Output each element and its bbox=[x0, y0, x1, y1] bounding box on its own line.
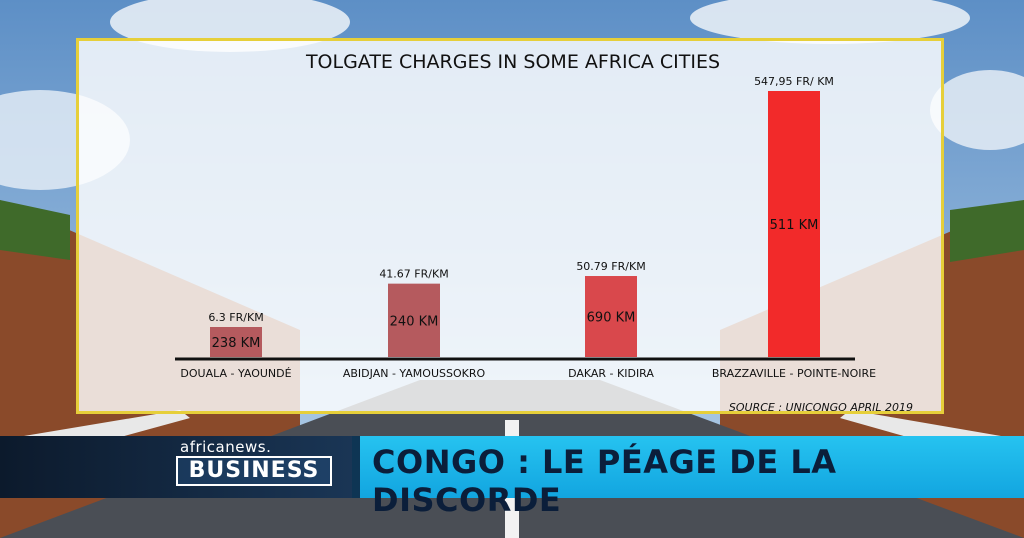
lower-third-cyan bbox=[360, 436, 1024, 498]
value-label-2: 50.79 FR/KM bbox=[576, 260, 645, 273]
business-badge: BUSINESS bbox=[176, 456, 332, 486]
bar-0 bbox=[210, 327, 262, 357]
bar-3 bbox=[768, 91, 820, 357]
lower-third-dark bbox=[0, 436, 360, 498]
category-label-2: DAKAR - KIDIRA bbox=[568, 367, 654, 380]
africanews-logo: africanews. bbox=[180, 438, 272, 456]
chart-panel: TOLGATE CHARGES IN SOME AFRICA CITIES 6.… bbox=[76, 38, 944, 414]
category-label-0: DOUALA - YAOUNDÉ bbox=[180, 367, 291, 380]
bars-group: 6.3 FR/KM 238 KM DOUALA - YAOUNDÉ 41.67 FR/… bbox=[180, 75, 876, 380]
value-label-3: 547,95 FR/ KM bbox=[754, 75, 834, 88]
distance-label-3: 511 KM bbox=[770, 218, 819, 233]
category-label-1: ABIDJAN - YAMOUSSOKRO bbox=[343, 367, 486, 380]
value-label-0: 6.3 FR/KM bbox=[208, 311, 263, 324]
chart-title: TOLGATE CHARGES IN SOME AFRICA CITIES bbox=[305, 51, 720, 73]
bar-chart: TOLGATE CHARGES IN SOME AFRICA CITIES 6.… bbox=[175, 51, 913, 414]
distance-label-0: 238 KM bbox=[212, 336, 261, 351]
value-label-1: 41.67 FR/KM bbox=[379, 268, 448, 281]
category-label-3: BRAZZAVILLE - POINTE-NOIRE bbox=[712, 367, 876, 380]
bar-2 bbox=[585, 276, 637, 357]
headline: CONGO : LE PÉAGE DE LA DISCORDE bbox=[372, 443, 837, 519]
distance-label-2: 690 KM bbox=[587, 311, 636, 326]
lower-third-divider bbox=[352, 436, 360, 498]
chart-source: SOURCE : UNICONGO APRIL 2019 bbox=[729, 401, 913, 414]
bar-1 bbox=[388, 283, 440, 357]
distance-label-1: 240 KM bbox=[390, 314, 439, 329]
